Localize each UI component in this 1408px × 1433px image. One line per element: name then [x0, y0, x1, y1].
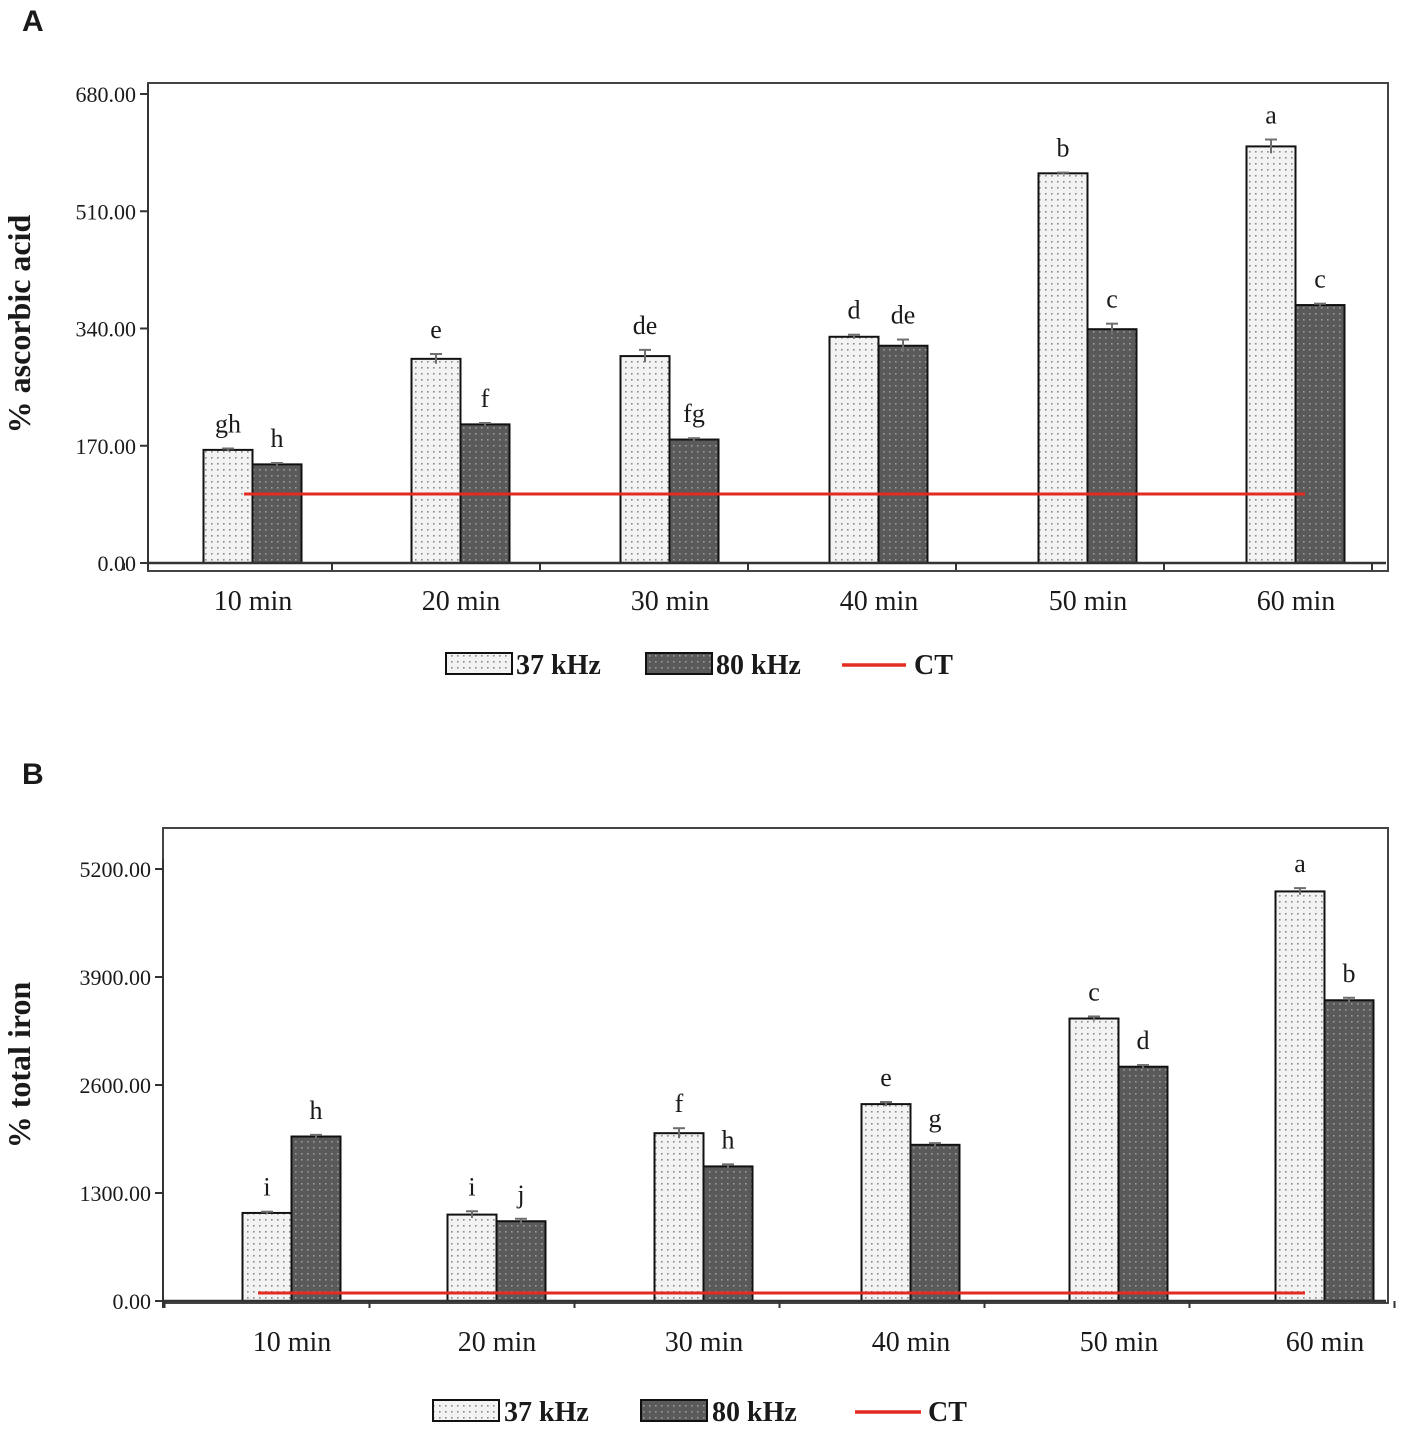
bar-37khz [619, 355, 671, 564]
legend-swatch-37khz [445, 652, 513, 675]
significance-letter: h [310, 1096, 323, 1125]
x-tick-label: 30 min [631, 586, 710, 617]
significance-letter: e [430, 315, 442, 344]
y-tick-label: 340.00 [76, 317, 137, 342]
significance-letter: b [1343, 959, 1356, 988]
significance-letter: e [880, 1063, 892, 1092]
significance-letter: gh [215, 410, 241, 439]
y-tick-label: 510.00 [76, 199, 137, 224]
significance-letter: f [675, 1089, 684, 1118]
bar-80khz [1323, 999, 1375, 1302]
x-tick-label: 40 min [840, 586, 919, 617]
bar-37khz [1037, 172, 1089, 565]
bar-37khz [202, 448, 254, 565]
bar-37khz [410, 357, 462, 564]
x-tick-label: 10 min [253, 1327, 332, 1358]
significance-letter: d [848, 296, 861, 325]
significance-labels: i i f e c a h j h g d b [263, 849, 1355, 1209]
x-tick-label: 10 min [214, 586, 293, 617]
y-tick-label: 2600.00 [80, 1073, 152, 1098]
y-tick-label: 1300.00 [80, 1181, 152, 1206]
bar-37khz [828, 335, 880, 564]
significance-letter: g [929, 1104, 942, 1133]
x-tick-label: 30 min [665, 1327, 744, 1358]
legend-label-80khz: 80 kHz [716, 650, 801, 681]
x-tick-label: 50 min [1080, 1327, 1159, 1358]
significance-letter: a [1265, 101, 1277, 130]
significance-letter: h [271, 424, 284, 453]
y-tick-label: 680.00 [76, 82, 137, 107]
y-tick-label: 0.00 [98, 551, 137, 576]
bar-80khz [1294, 304, 1346, 564]
legend-label-37khz: 37 kHz [504, 1397, 589, 1428]
bar-37khz [1274, 890, 1326, 1303]
significance-letter: a [1294, 849, 1306, 878]
bar-37khz [653, 1132, 705, 1302]
significance-letter: j [516, 1180, 524, 1209]
y-tick-label: 3900.00 [80, 965, 152, 990]
bar-80khz [1117, 1065, 1169, 1302]
bar-80khz [251, 463, 303, 565]
y-tick-label: 170.00 [76, 434, 137, 459]
bar-80khz [702, 1165, 754, 1303]
significance-labels: gh e de d b a h f fg de c c [215, 101, 1326, 453]
bar-37khz [1068, 1017, 1120, 1302]
y-axis: 0.00 170.00 340.00 510.00 680.00 [76, 82, 149, 576]
chart-panel-b: B % total iron 0.00 1300.00 2600.00 3900.00… [1, 758, 1396, 1428]
significance-letter: c [1314, 265, 1326, 294]
panel-letter: B [22, 758, 44, 791]
significance-letter: i [468, 1172, 475, 1201]
x-tick-label: 40 min [872, 1327, 951, 1358]
bars [241, 887, 1375, 1303]
legend: 37 kHz 80 kHz CT [445, 650, 953, 681]
significance-letter: de [633, 311, 658, 340]
legend: 37 kHz 80 kHz CT [432, 1397, 967, 1428]
y-tick-label: 5200.00 [80, 857, 152, 882]
x-axis: 10 min 20 min 30 min 40 min 50 min 60 min [123, 561, 1386, 617]
legend-label-37khz: 37 kHz [516, 650, 601, 681]
significance-letter: c [1088, 977, 1100, 1006]
x-tick-label: 20 min [422, 586, 501, 617]
y-axis: 0.00 1300.00 2600.00 3900.00 5200.00 [80, 857, 164, 1314]
x-axis: 10 min 20 min 30 min 40 min 50 min 60 min [163, 1299, 1396, 1358]
legend-label-ct: CT [928, 1397, 967, 1428]
significance-letter: i [263, 1173, 270, 1202]
bar-80khz [1086, 328, 1138, 564]
y-axis-label: % ascorbic acid [1, 214, 37, 433]
significance-letter: h [722, 1125, 735, 1154]
legend-swatch-80khz [645, 652, 713, 675]
bar-37khz [860, 1103, 912, 1302]
significance-letter: fg [683, 399, 705, 428]
x-tick-label: 60 min [1257, 586, 1336, 617]
legend-label-80khz: 80 kHz [712, 1397, 797, 1428]
significance-letter: f [481, 384, 490, 413]
x-tick-label: 60 min [1286, 1327, 1365, 1358]
y-tick-label: 0.00 [113, 1289, 152, 1314]
plot-frame [162, 827, 1389, 1304]
x-tick-label: 20 min [458, 1327, 537, 1358]
y-axis-label: % total iron [1, 982, 37, 1149]
significance-letter: d [1137, 1026, 1150, 1055]
x-tick-label: 50 min [1049, 586, 1128, 617]
bar-80khz [909, 1143, 961, 1303]
chart-panel-a: A % ascorbic acid 0.00 170.00 340.00 510.00… [1, 5, 1389, 681]
bar-80khz [290, 1135, 342, 1302]
panel-letter: A [22, 5, 44, 38]
legend-swatch-80khz [640, 1399, 708, 1422]
legend-label-ct: CT [914, 650, 953, 681]
significance-letter: c [1106, 285, 1118, 314]
bar-80khz [668, 438, 720, 564]
bar-80khz [877, 344, 929, 564]
legend-swatch-37khz [432, 1399, 500, 1422]
significance-letter: de [891, 301, 916, 330]
significance-letter: b [1057, 134, 1070, 163]
